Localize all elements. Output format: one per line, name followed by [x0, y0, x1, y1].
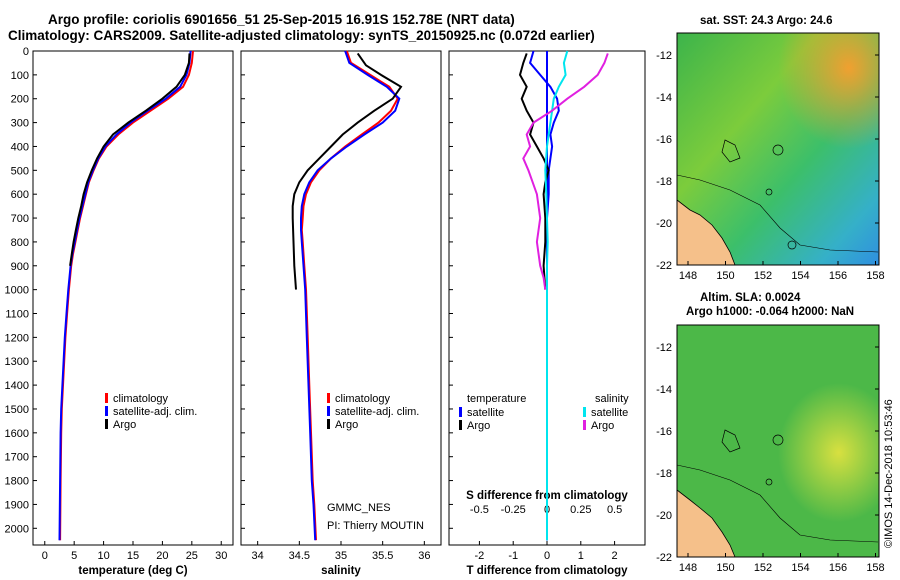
y-tick-label: 600 — [11, 189, 29, 201]
legend-swatch — [327, 393, 330, 403]
x-axis-label: temperature (deg C) — [78, 565, 187, 577]
salinity-plot-frame — [240, 50, 442, 546]
legend-swatch — [105, 419, 108, 429]
sla-map-subtitle: Argo h1000: -0.064 h2000: NaN — [686, 306, 855, 318]
x-tick-label: -2 — [475, 550, 485, 562]
legend-label: Argo — [335, 419, 358, 431]
legend-swatch — [105, 393, 108, 403]
x2-tick-label: 0.5 — [607, 504, 622, 516]
y-tick-label: 2000 — [5, 523, 29, 535]
x-tick-label: 20 — [156, 550, 168, 562]
y-tick-label: 700 — [11, 213, 29, 225]
y-tick-label: 400 — [11, 141, 29, 153]
y-tick-label: 1800 — [5, 476, 29, 488]
y-tick-label: 900 — [11, 261, 29, 273]
series-line-satellite-adj-clim- — [58, 50, 192, 541]
x2-tick-label: -0.25 — [501, 504, 526, 516]
x-tick-label: 35 — [335, 550, 347, 562]
x-tick-label: 5 — [71, 550, 77, 562]
y-tick-label: 1700 — [5, 452, 29, 464]
series-line-argo — [291, 52, 403, 290]
y-tick-label: 1500 — [5, 404, 29, 416]
x-tick-label: 0 — [42, 550, 48, 562]
y-tick-label: 1600 — [5, 428, 29, 440]
y-tick-label: 200 — [11, 94, 29, 106]
x-tick-label: 0 — [544, 550, 550, 562]
x-axis-label: T difference from climatology — [466, 565, 628, 577]
x-tick-label: 35.5 — [372, 550, 393, 562]
x-tick-label: 30 — [215, 550, 227, 562]
y-tick-label: 1400 — [5, 380, 29, 392]
x2-tick-label: -0.5 — [470, 504, 489, 516]
series-line-s-satellite — [544, 50, 569, 541]
x-tick-label: -1 — [508, 550, 518, 562]
y-tick-label: 1000 — [5, 285, 29, 297]
y-tick-label: 1300 — [5, 356, 29, 368]
y-tick-label: 1100 — [5, 309, 29, 321]
sla-map-title: Altim. SLA: 0.0024 — [700, 292, 801, 304]
legend-swatch — [105, 406, 108, 416]
x-tick-label: 10 — [97, 550, 109, 562]
y-tick-label: 0 — [23, 46, 29, 58]
legend-label: satellite-adj. clim. — [113, 406, 197, 418]
series-line-satellite-adj-clim- — [300, 50, 401, 541]
legend-swatch — [583, 407, 586, 417]
x-tick-label: 34.5 — [289, 550, 310, 562]
legend-swatch — [459, 420, 462, 430]
x-tick-label: 25 — [186, 550, 198, 562]
figure-title-line2: Climatology: CARS2009. Satellite-adjuste… — [8, 28, 595, 43]
legend-swatch — [583, 420, 586, 430]
y-tick-label: 300 — [11, 118, 29, 130]
x2-tick-label: 0.25 — [570, 504, 591, 516]
legend-label: satellite-adj. clim. — [335, 406, 419, 418]
x-tick-label: 36 — [418, 550, 430, 562]
y-tick-label: 100 — [11, 70, 29, 82]
y-tick-label: 800 — [11, 237, 29, 249]
sst-map-title: sat. SST: 24.3 Argo: 24.6 — [700, 15, 833, 27]
legend-label: Argo — [591, 420, 614, 432]
y-tick-label: 1200 — [5, 332, 29, 344]
legend-label: satellite — [467, 407, 504, 419]
legend-title-temperature: temperature — [467, 393, 526, 405]
x-tick-label: 2 — [612, 550, 618, 562]
legend-label: Argo — [467, 420, 490, 432]
x-tick-label: 1 — [578, 550, 584, 562]
credit-program: GMMC_NES — [327, 502, 391, 514]
legend-label: climatology — [113, 393, 169, 405]
temperature-plot-frame — [32, 50, 234, 546]
legend-label: climatology — [335, 393, 391, 405]
series-line-t-argo — [518, 53, 550, 290]
legend-label: satellite — [591, 407, 628, 419]
credit-pi: PI: Thierry MOUTIN — [327, 520, 424, 532]
legend-label: Argo — [113, 419, 136, 431]
legend-title-salinity: salinity — [595, 393, 629, 405]
series-line-argo — [69, 53, 191, 266]
y-tick-label: 500 — [11, 165, 29, 177]
x-tick-label: 15 — [127, 550, 139, 562]
legend-swatch — [459, 407, 462, 417]
x-axis-label: salinity — [321, 565, 361, 577]
imos-timestamp: ©IMOS 14-Dec-2018 10:53:46 — [883, 399, 895, 548]
legend-swatch — [327, 419, 330, 429]
series-line-s-argo — [522, 53, 609, 290]
legend-swatch — [327, 406, 330, 416]
y-tick-label: 1900 — [5, 499, 29, 511]
x-tick-label: 34 — [252, 550, 264, 562]
figure-title-line1: Argo profile: coriolis 6901656_51 25-Sep… — [48, 12, 515, 27]
